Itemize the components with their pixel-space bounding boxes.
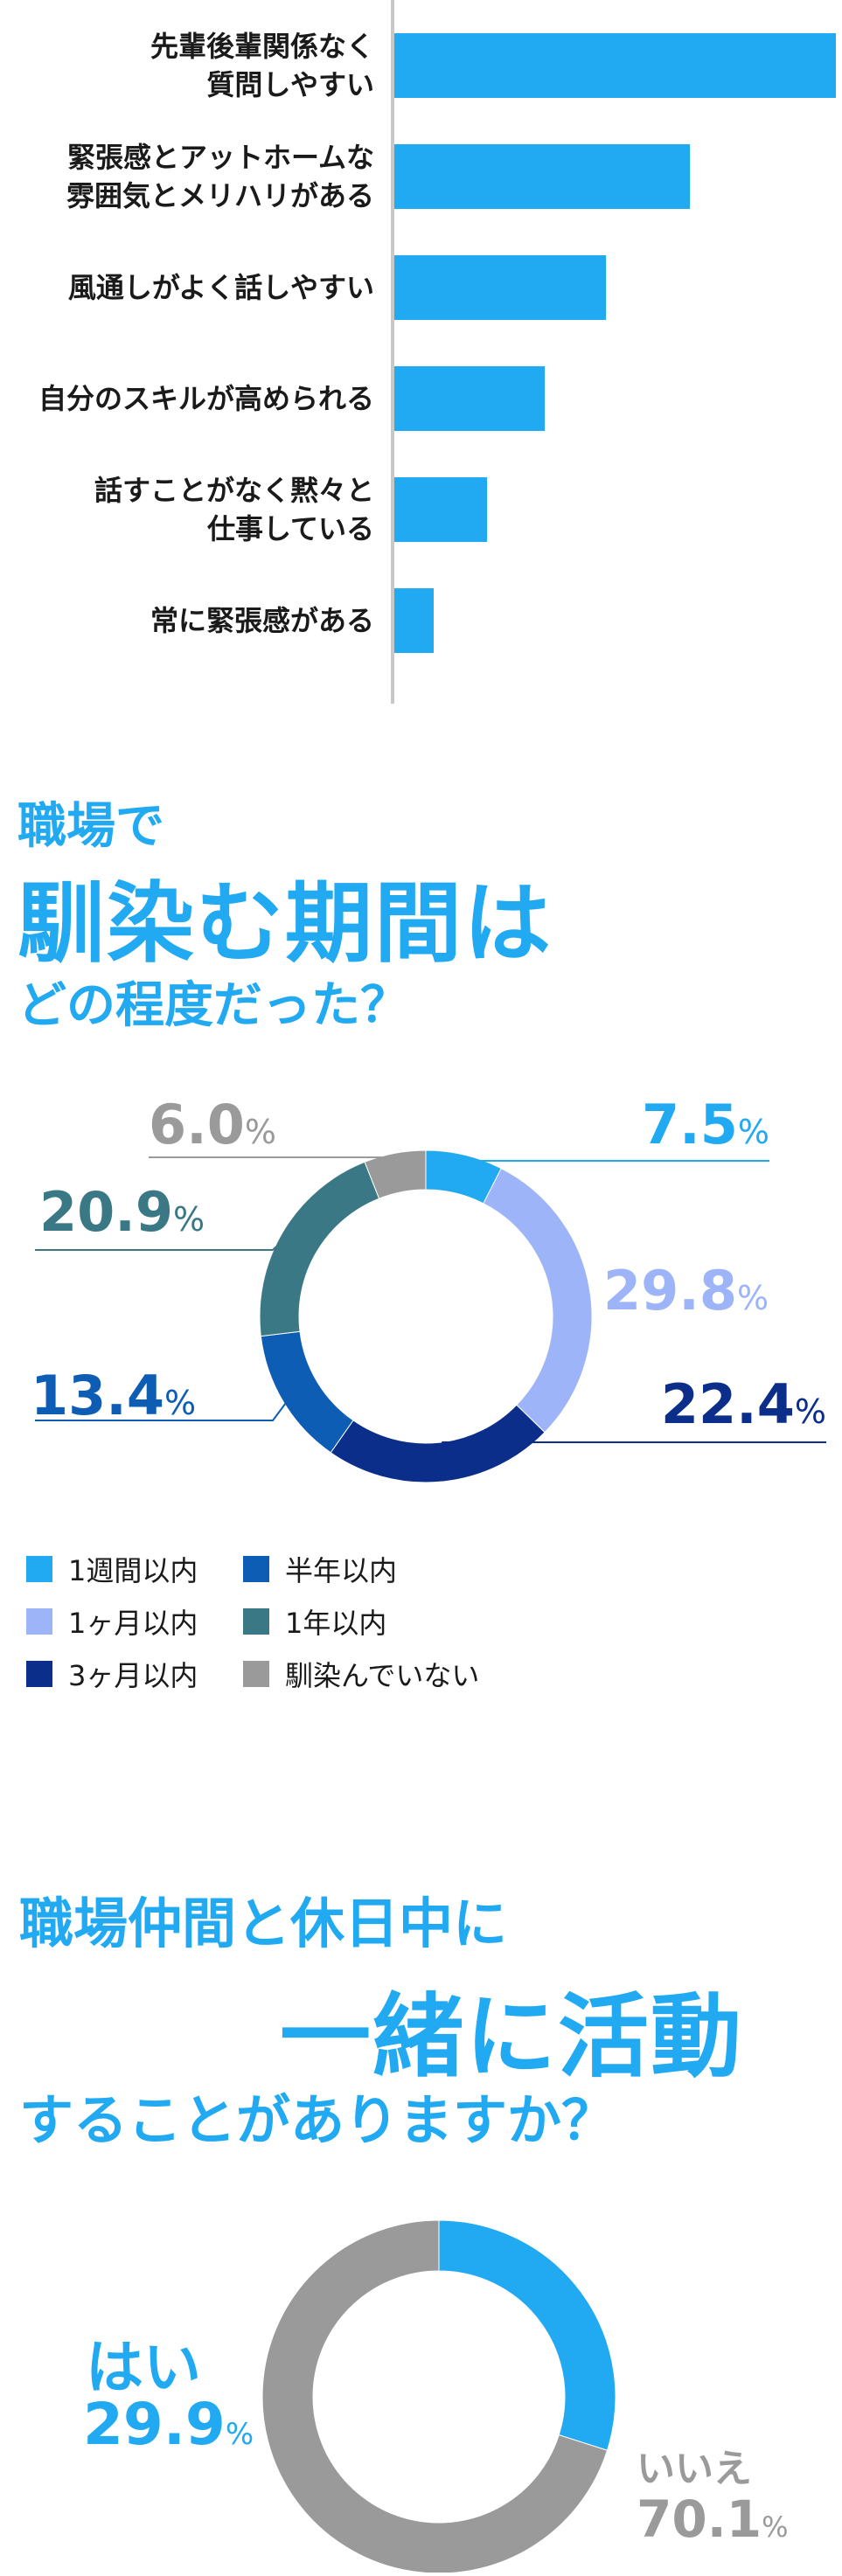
percent-sign: %: [737, 1113, 769, 1151]
value-label: 29.8%: [603, 1259, 769, 1323]
leader-line: [463, 1160, 769, 1163]
donut-slice: [330, 1404, 546, 1483]
legend-item: 3ヶ月以内: [26, 1656, 198, 1692]
bar: [394, 366, 545, 431]
donut-slice: [364, 1149, 427, 1199]
answer-label-no: いいえ: [637, 2447, 752, 2491]
value-label: 7.5%: [642, 1093, 769, 1156]
bar-axis-line: [391, 0, 394, 704]
question1-title-line3: どの程度だった？: [17, 977, 409, 1034]
donut-chart-weekend-activity: はい 29.9% いいえ 70.1%: [0, 2211, 842, 2574]
percent-sign: %: [736, 1279, 769, 1317]
leader-line: [35, 1398, 290, 1421]
value-label: 22.4%: [661, 1372, 826, 1436]
value-number: 22.4: [660, 1372, 795, 1436]
legend-item: 1週間以内: [26, 1552, 198, 1587]
bar-label: 先輩後輩関係なく 質問しやすい: [150, 30, 374, 101]
bar-label: 話すことがなく黙々と 仕事している: [94, 474, 374, 545]
value-number: 7.5: [642, 1093, 738, 1156]
legend-swatch: [26, 1608, 52, 1635]
bar: [394, 255, 607, 320]
question1-title-line1: 職場で: [17, 798, 164, 855]
value-number: 29.8: [603, 1259, 737, 1323]
bar-label: 常に緊張感がある: [150, 604, 374, 637]
donut-slice: [483, 1168, 593, 1434]
value-label: 70.1%: [637, 2489, 789, 2549]
percent-sign: %: [794, 1392, 826, 1431]
legend-swatch: [26, 1661, 52, 1687]
bar-chart: 先輩後輩関係なく 質問しやすい緊張感とアットホームな 雰囲気とメリハリがある風通…: [0, 0, 842, 708]
question2-title-line3: することがありますか？: [19, 2088, 616, 2152]
value-number: 70.1: [637, 2489, 762, 2549]
legend-item: 馴染んでいない: [243, 1656, 480, 1692]
value-label: 13.4%: [31, 1364, 196, 1427]
legend-item: 半年以内: [243, 1552, 397, 1587]
legend-label: 3ヶ月以内: [68, 1659, 198, 1692]
legend-label: 半年以内: [285, 1554, 398, 1587]
question1-title-line2: 馴染む期間は: [17, 872, 553, 975]
value-number: 20.9: [39, 1180, 173, 1244]
value-number: 13.4: [31, 1364, 164, 1427]
donut-slice: [438, 2219, 616, 2451]
bar: [394, 477, 488, 542]
legend-item: 1ヶ月以内: [26, 1604, 198, 1640]
legend-swatch: [26, 1556, 52, 1582]
donut-slice: [259, 1161, 380, 1337]
bar-label: 風通しがよく話しやすい: [67, 271, 374, 304]
value-label: 6.0%: [149, 1093, 276, 1156]
legend-label: 馴染んでいない: [285, 1659, 480, 1692]
bar: [394, 588, 435, 653]
value-number: 6.0: [149, 1093, 245, 1156]
bar-label: 緊張感とアットホームな 雰囲気とメリハリがある: [66, 141, 374, 212]
percent-sign: %: [172, 1200, 205, 1239]
donut-slice: [260, 1330, 354, 1454]
question2-title-line1: 職場仲間と休日中に: [19, 1892, 508, 1955]
legend-label: 1週間以内: [68, 1554, 198, 1587]
legend-label: 1ヶ月以内: [68, 1607, 198, 1640]
value-label: 20.9%: [39, 1180, 205, 1244]
leader-line: [440, 1441, 826, 1475]
donut1-svg: [35, 1149, 826, 1483]
percent-sign: %: [225, 2417, 254, 2452]
percent-sign: %: [164, 1384, 197, 1422]
question2-title-line2: 一緒に活動: [280, 1983, 744, 2090]
donut-chart-adjustment-period: 7.5% 29.8% 22.4% 13.4% 20.9% 6.0%: [0, 1084, 842, 1538]
legend: 1週間以内 1ヶ月以内 3ヶ月以内 半年以内 1年以内馴染んでいない: [26, 1552, 551, 1709]
legend-swatch: [243, 1556, 269, 1582]
percent-sign: %: [762, 2510, 789, 2544]
answer-label-yes: はい: [86, 2334, 201, 2401]
bar-label: 自分のスキルが高められる: [38, 382, 374, 415]
legend-swatch: [243, 1608, 269, 1635]
leader-line: [35, 1234, 290, 1251]
leader-line: [149, 1156, 397, 1162]
legend-item: 1年以内: [243, 1604, 387, 1640]
bar: [394, 144, 691, 209]
percent-sign: %: [244, 1113, 276, 1151]
legend-swatch: [243, 1661, 269, 1687]
value-number: 29.9: [83, 2391, 226, 2458]
value-label: 29.9%: [83, 2391, 254, 2458]
legend-label: 1年以内: [285, 1607, 387, 1640]
bar: [394, 33, 836, 98]
